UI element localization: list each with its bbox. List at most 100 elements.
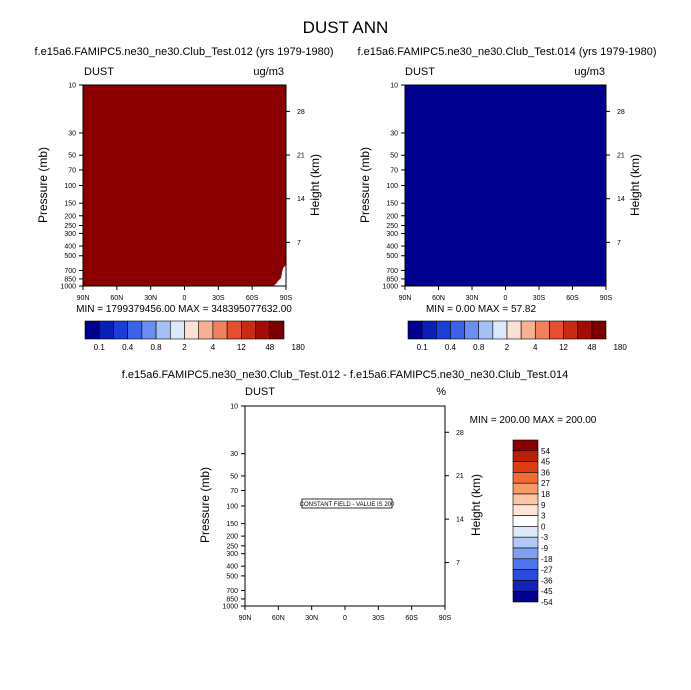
panel-a-plot (82, 84, 287, 287)
panel-a-minmax: MIN = 1799379456.00 MAX = 348395077632.0… (76, 304, 292, 315)
panel-b-subtitle: f.e15a6.FAMIPC5.ne30_ne30.Club_Test.014 … (357, 46, 656, 58)
panel-a-colorbar-swatch (84, 320, 100, 340)
panel-a-colorbar-label: 0.1 (94, 343, 106, 352)
panel-c-colorbar-label: 45 (541, 458, 550, 467)
panel-c-ytick-right-label: 28 (456, 430, 464, 437)
panel-c-colorbar-label: 3 (541, 512, 546, 521)
panel-b-colorbar-swatch (421, 320, 437, 340)
panel-a-colorbar-swatch (113, 320, 128, 340)
panel-c-subtitle: f.e15a6.FAMIPC5.ne30_ne30.Club_Test.012 … (122, 369, 568, 381)
panel-a-field: DUST (84, 66, 114, 78)
panel-b-colorbar-swatch (534, 320, 550, 340)
panel-a-ytick-label: 1000 (60, 284, 76, 291)
panel-b-colorbar-swatch (577, 320, 593, 340)
panel-c-annotation-box (301, 498, 393, 509)
panel-a-ytick-label: 50 (68, 153, 76, 160)
panel-c-ytick-label: 100 (226, 504, 238, 511)
panel-a-xtick-label: 90N (77, 295, 90, 302)
panel-c-units: % (436, 386, 446, 398)
panel-a-colorbar-label: 0.8 (151, 343, 163, 352)
panel-c-colorbar-label: 27 (541, 479, 550, 488)
panel-c-ytick-label: 70 (230, 488, 238, 495)
panel-a-xtick-label: 60N (110, 295, 123, 302)
panel-a-ytick-label: 300 (64, 231, 76, 238)
panel-a-ytick-label: 100 (64, 183, 76, 190)
panel-a-colorbar-swatch (212, 320, 228, 340)
panel-b-ytick-label: 1000 (382, 284, 398, 291)
panel-b-colorbar-swatch (549, 320, 564, 340)
panel-a-colorbar-swatch (269, 320, 285, 340)
panel-c-xtick-label: 30N (305, 615, 318, 622)
panel-c-colorbar-label: 54 (541, 447, 550, 456)
panel-c-ytick-label: 1000 (222, 604, 238, 611)
panel-c-ytick-label: 50 (230, 473, 238, 480)
panel-b-ytick-label: 10 (390, 83, 398, 90)
panel-c-ytick-right-label: 14 (456, 517, 464, 524)
panel-b-ylabel: Pressure (mb) (358, 147, 372, 223)
panel-c-ytick-label: 150 (226, 521, 238, 528)
panel-c-ytick-label: 500 (226, 573, 238, 580)
panel-c-xtick-label: 30S (372, 615, 385, 622)
panel-c-colorbar-swatch (512, 590, 539, 603)
panel-c-ytick-right-label: 21 (456, 473, 464, 480)
panel-a-colorbar-swatch (98, 320, 114, 340)
panel-c-colorbar-swatch (512, 580, 539, 592)
panel-b-plot (404, 84, 607, 287)
panel-b-colorbar-swatch (492, 320, 508, 340)
panel-c-colorbar-label: -36 (541, 576, 553, 585)
panel-b-colorbar-label: 2 (505, 343, 510, 352)
panel-b-colorbar-label: 12 (559, 343, 568, 352)
panel-c-colorbar-swatch (512, 482, 539, 495)
panel-c-colorbar-swatch (512, 536, 539, 549)
panel-a-ytick-right-label: 14 (297, 196, 305, 203)
panel-c-ytick-label: 10 (230, 404, 238, 411)
panel-b-ylabel-right: Height (km) (628, 154, 642, 216)
panel-c-ytick-label: 250 (226, 543, 238, 550)
panel-b-xtick-label: 60N (432, 295, 445, 302)
panel-a-xtick-label: 0 (183, 295, 187, 302)
panel-b-ytick-label: 850 (386, 276, 398, 283)
panel-b-units: ug/m3 (574, 66, 605, 78)
panel-b-ytick-right-label: 21 (617, 153, 625, 160)
panel-b-ytick-label: 700 (386, 268, 398, 275)
panel-b-colorbar-swatch (506, 320, 522, 340)
panel-b-colorbar-label: 0.8 (473, 343, 485, 352)
panel-a-ytick-label: 250 (64, 223, 76, 230)
panel-a-colorbar-label: 180 (292, 343, 306, 352)
panel-c-ytick-label: 700 (226, 588, 238, 595)
panel-c-xtick-label: 60N (272, 615, 285, 622)
panel-b-colorbar-label: 0.1 (417, 343, 429, 352)
panel-c-colorbar-label: 36 (541, 468, 550, 477)
panel-b-colorbar-swatch (478, 320, 494, 340)
panel-c-annotation: CONSTANT FIELD - VALUE IS 200 (300, 502, 395, 508)
panel-b-colorbar-label: 48 (587, 343, 596, 352)
panel-c-field: DUST (245, 386, 275, 398)
panel-a-ytick-label: 30 (68, 130, 76, 137)
panel-b-background (405, 85, 606, 286)
panel-b-xtick-label: 30S (533, 295, 546, 302)
panel-b-xtick-label: 60S (566, 295, 579, 302)
panel-a-ytick-right-label: 7 (297, 240, 301, 247)
panel-c-plot: CONSTANT FIELD - VALUE IS 200 (244, 405, 446, 607)
panel-c-colorbar-swatch (512, 547, 539, 560)
panel-c-colorbar-label: 9 (541, 501, 546, 510)
panel-a-colorbar-swatch (184, 320, 200, 340)
panel-a-colorbar-swatch (241, 320, 256, 340)
panel-c-colorbar-label: -45 (541, 587, 553, 596)
panel-c-ylabel: Pressure (mb) (198, 467, 212, 543)
panel-c-ytick-right-label: 7 (456, 560, 460, 567)
panel-b-colorbar-label: 4 (533, 343, 538, 352)
panel-c-ytick-label: 300 (226, 551, 238, 558)
panel-c-colorbar-swatch (512, 493, 539, 506)
panel-c-xtick-label: 60S (405, 615, 418, 622)
panel-c-ytick-label: 850 (226, 596, 238, 603)
panel-c-xtick-label: 90S (439, 615, 452, 622)
panel-a-ytick-right-label: 21 (297, 153, 305, 160)
panel-a-ytick-label: 700 (64, 268, 76, 275)
panel-c-ytick-label: 400 (226, 564, 238, 571)
panel-a-ytick-label: 400 (64, 244, 76, 251)
panel-c-ytick-label: 200 (226, 534, 238, 541)
panel-b-colorbar-label: 180 (613, 343, 627, 352)
panel-a-colorbar-label: 2 (182, 343, 187, 352)
